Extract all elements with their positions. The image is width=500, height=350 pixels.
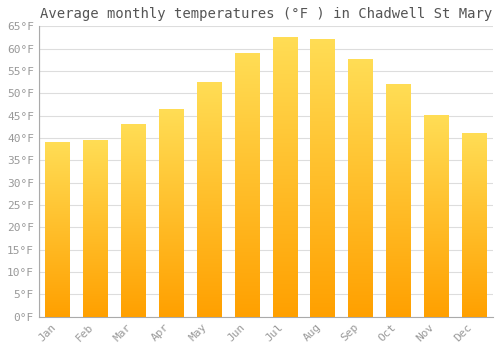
Title: Average monthly temperatures (°F ) in Chadwell St Mary: Average monthly temperatures (°F ) in Ch… bbox=[40, 7, 492, 21]
